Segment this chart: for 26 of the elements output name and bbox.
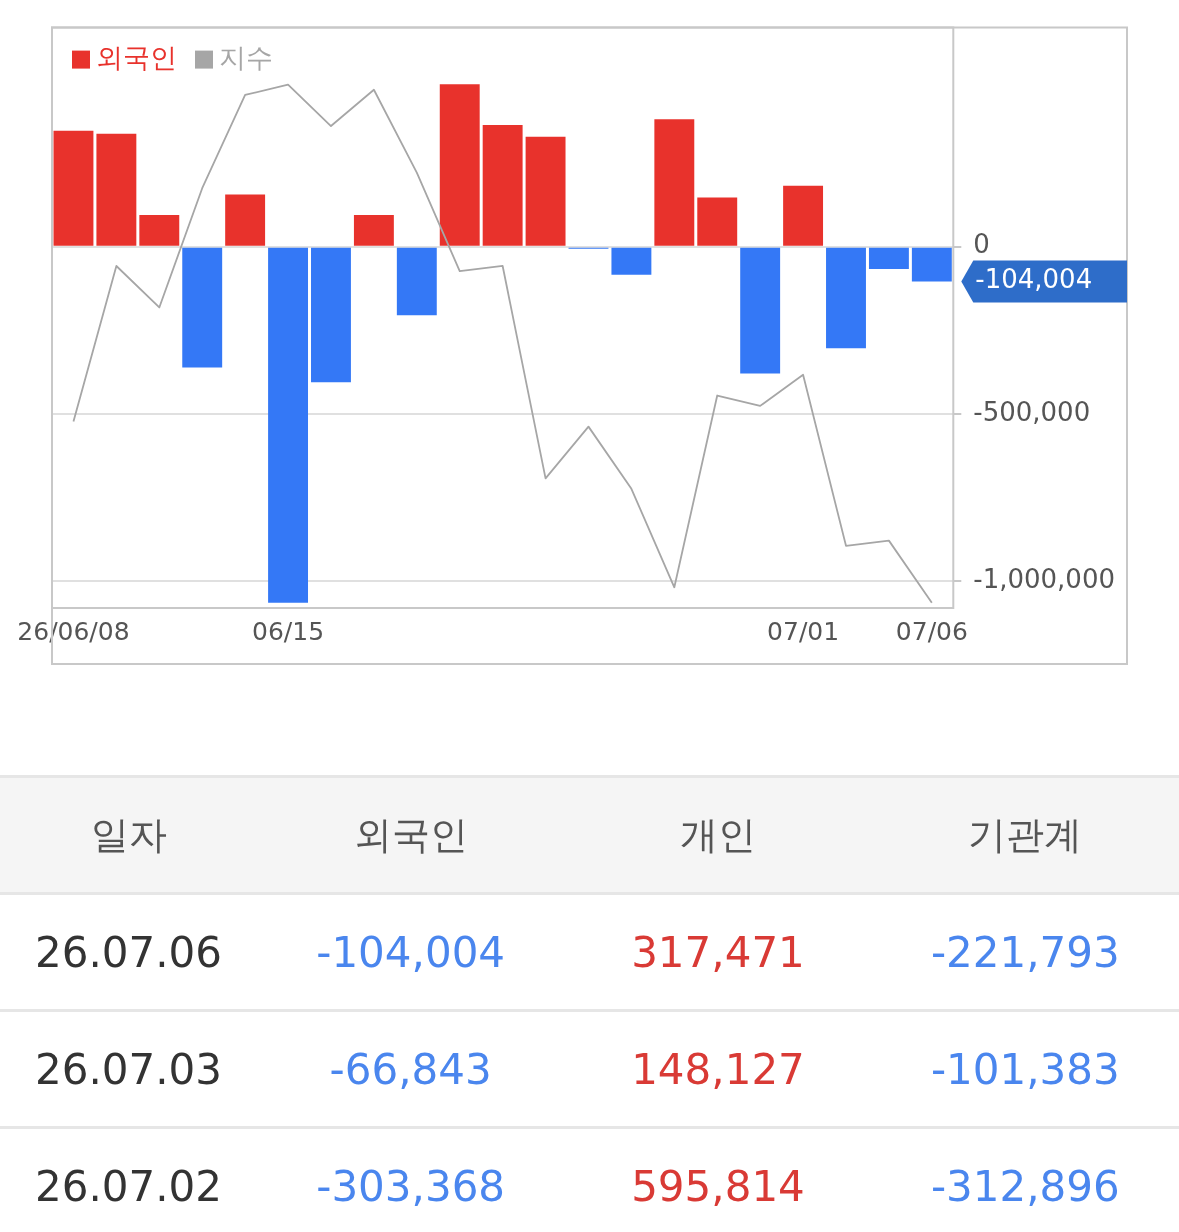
y-tick-label: 0 bbox=[973, 229, 990, 260]
y-tick-label: -500,000 bbox=[973, 396, 1091, 427]
x-tick-label: 07/06 bbox=[895, 616, 968, 646]
x-tick-label: 기관계 bbox=[871, 778, 1179, 892]
annotation: -104,004 bbox=[975, 264, 1093, 295]
data-label: -101,383 bbox=[871, 1012, 1179, 1126]
data-label: 317,471 bbox=[564, 895, 872, 1009]
x-tick-label: 06/15 bbox=[252, 616, 325, 646]
data-label: -303,368 bbox=[257, 1129, 565, 1232]
data-label: 148,127 bbox=[564, 1012, 872, 1126]
y-tick-label: -1,000,000 bbox=[973, 563, 1116, 594]
data-label: -221,793 bbox=[871, 895, 1179, 1009]
data-label: -66,843 bbox=[257, 1012, 565, 1126]
y-tick-label: 26.07.06 bbox=[0, 895, 257, 1009]
legend-label: 외국인 bbox=[96, 41, 177, 73]
x-tick-label: 외국인 bbox=[257, 778, 565, 892]
x-tick-label: 개인 bbox=[564, 778, 872, 892]
x-tick-label: 07/01 bbox=[767, 616, 840, 646]
data-label: -312,896 bbox=[871, 1129, 1179, 1232]
legend-label: 지수 bbox=[219, 41, 273, 73]
y-axis-title: 일자 bbox=[0, 778, 257, 892]
y-tick-label: 26.07.03 bbox=[0, 1012, 257, 1126]
x-tick-label: 26/06/08 bbox=[17, 616, 130, 646]
data-label: 595,814 bbox=[564, 1129, 872, 1232]
y-tick-label: 26.07.02 bbox=[0, 1129, 257, 1232]
data-label: -104,004 bbox=[257, 895, 565, 1009]
